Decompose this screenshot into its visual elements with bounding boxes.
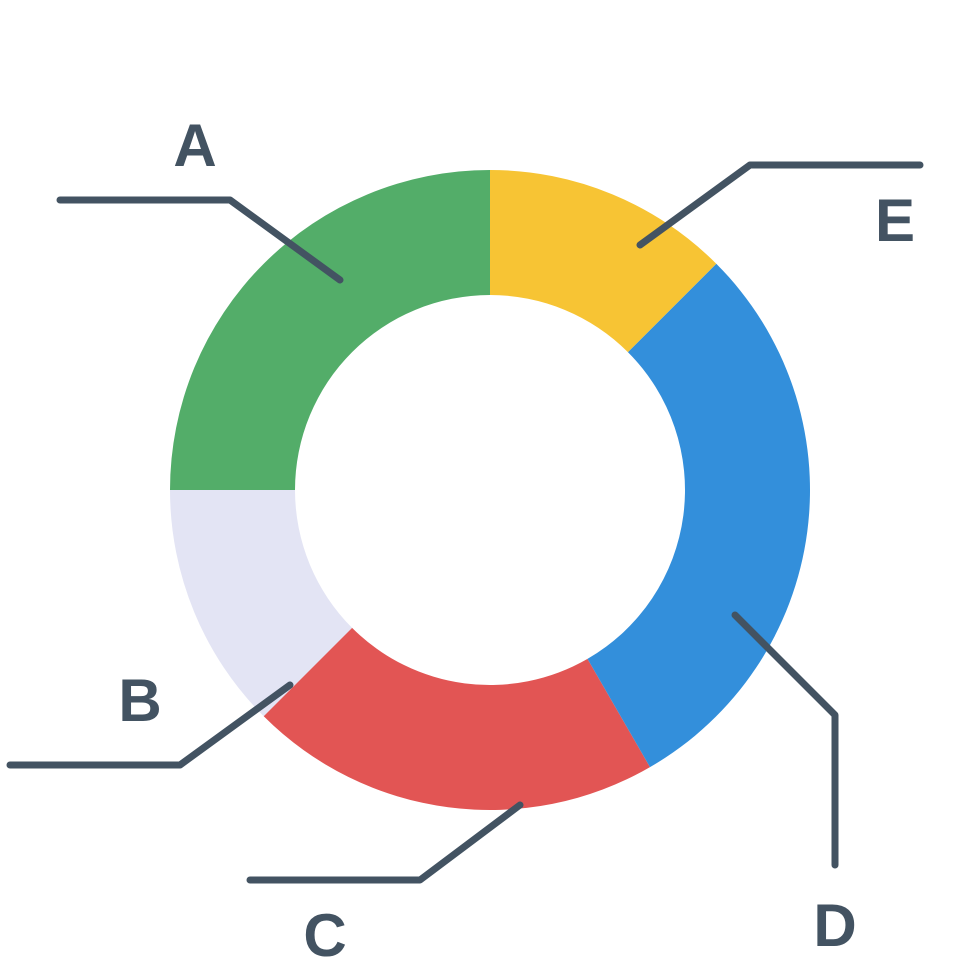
label-d: D bbox=[813, 892, 856, 959]
segment-a bbox=[170, 170, 490, 490]
label-e: E bbox=[875, 187, 915, 254]
donut-chart: A B C D E bbox=[0, 0, 980, 980]
label-c: C bbox=[303, 902, 346, 969]
label-a: A bbox=[173, 112, 216, 179]
leader-line-c bbox=[250, 805, 520, 880]
donut-segments bbox=[170, 170, 810, 810]
label-b: B bbox=[118, 667, 161, 734]
